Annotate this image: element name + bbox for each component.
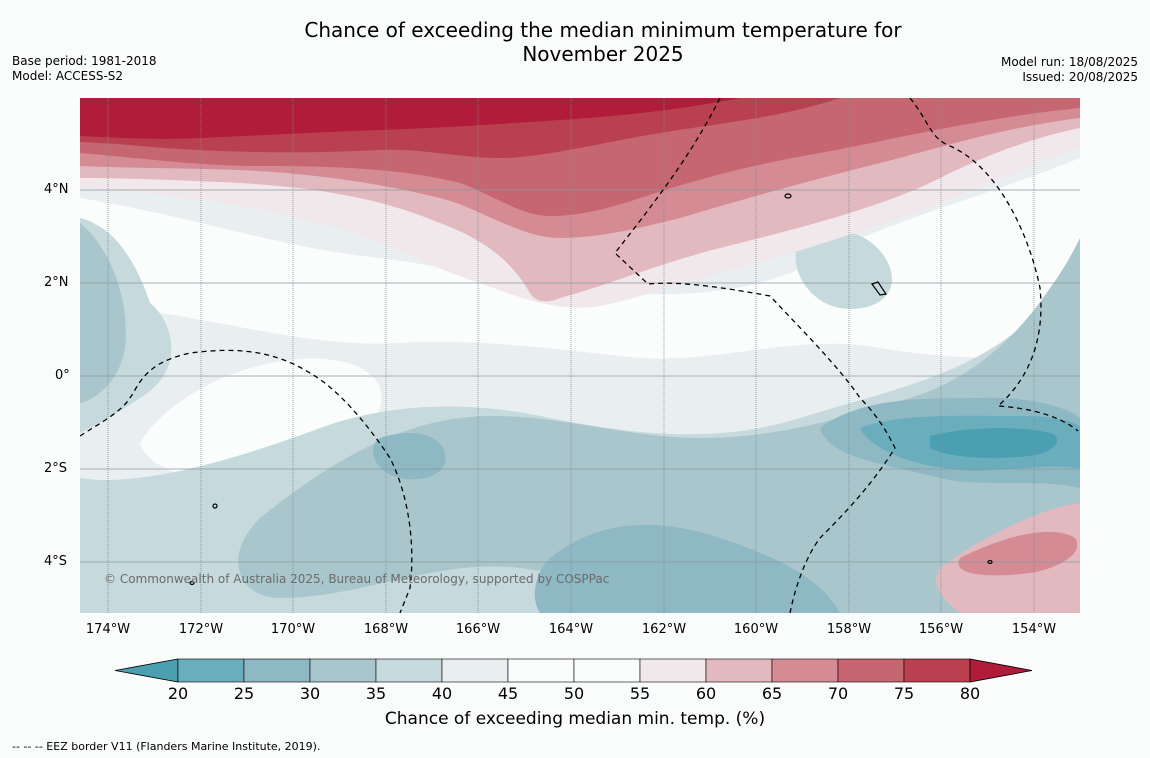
lon-label: 174°W <box>85 622 131 637</box>
model-name: Model: ACCESS-S2 <box>12 69 124 83</box>
colorbar-segment <box>903 658 971 683</box>
shade-25-30-south <box>534 524 840 613</box>
colorbar-label: Chance of exceeding median min. temp. (%… <box>384 709 766 729</box>
shade-65-70-se <box>958 531 1078 576</box>
shade-above-80 <box>80 98 740 139</box>
meta-right: Model run: 18/08/2025 Issued: 20/08/2025 <box>1001 55 1138 85</box>
lon-label: 156°W <box>918 622 964 637</box>
colorbar-tick: 50 <box>563 684 585 703</box>
colorbar-extend-high <box>969 658 1033 683</box>
lon-label: 158°W <box>826 622 872 637</box>
map-title-line-2: November 2025 <box>522 42 684 66</box>
model-run: Model run: 18/08/2025 <box>1000 55 1138 69</box>
lat-label-2n: 2°N <box>44 275 69 290</box>
colorbar <box>114 658 1033 683</box>
colorbar-tick: 75 <box>893 684 915 703</box>
shade-30-35-south <box>238 238 1080 613</box>
lon-label: 154°W <box>1011 622 1057 637</box>
colorbar-tick: 25 <box>233 684 255 703</box>
colorbar-tick: 55 <box>629 684 651 703</box>
lon-label: 170°W <box>270 622 316 637</box>
shade-below-20 <box>930 428 1058 458</box>
colorbar-tick: 20 <box>167 684 189 703</box>
copyright-text: © Commonwealth of Australia 2025, Bureau… <box>104 572 610 586</box>
lat-label-4s: 4°S <box>44 554 68 569</box>
colorbar-tick: 80 <box>959 684 981 703</box>
lon-label: 168°W <box>363 622 409 637</box>
colorbar-segment <box>177 658 245 683</box>
base-period: Base period: 1981-2018 <box>12 54 157 68</box>
shade-25-30 <box>372 433 446 480</box>
lon-label: 162°W <box>641 622 687 637</box>
map-title: Chance of exceeding the median minimum t… <box>250 18 956 66</box>
colorbar-segment <box>309 658 377 683</box>
colorbar-extend-low <box>114 658 179 683</box>
lat-label-4n: 4°N <box>44 182 69 197</box>
eez-borders <box>80 98 1079 613</box>
meta-left: Base period: 1981-2018 Model: ACCESS-S2 <box>12 54 157 84</box>
lon-label: 172°W <box>178 622 224 637</box>
colorbar-segment <box>705 658 773 683</box>
colorbar-segment <box>243 658 311 683</box>
colorbar-segment <box>573 658 641 683</box>
issued-date: Issued: 20/08/2025 <box>1022 70 1138 84</box>
colorbar-tick: 60 <box>695 684 717 703</box>
parallel-lines <box>80 189 1080 563</box>
eez-footnote: -- -- -- EEZ border V11 (Flanders Marine… <box>12 740 321 753</box>
lat-label-0: 0° <box>55 368 70 383</box>
colorbar-tick: 30 <box>299 684 321 703</box>
lat-label-2s: 2°S <box>44 461 68 476</box>
colorbar-tick: 45 <box>497 684 519 703</box>
colorbar-tick: 35 <box>365 684 387 703</box>
shade-30-35 <box>80 223 126 403</box>
colorbar-tick: 65 <box>761 684 783 703</box>
islands <box>189 193 993 586</box>
colorbar-segment <box>507 658 575 683</box>
lon-label: 164°W <box>548 622 594 637</box>
shade-45-55-north <box>80 158 1080 359</box>
colorbar-segment <box>771 658 839 683</box>
colorbar-tick: 40 <box>431 684 453 703</box>
colorbar-segment <box>837 658 905 683</box>
colorbar-segment <box>639 658 707 683</box>
lon-label: 166°W <box>455 622 501 637</box>
colorbar-tick: 70 <box>827 684 849 703</box>
lon-label: 160°W <box>733 622 779 637</box>
colorbar-segment <box>375 658 443 683</box>
shade-35-40-ne <box>795 229 892 309</box>
map-area[interactable] <box>80 98 1080 613</box>
colorbar-segment <box>441 658 509 683</box>
map-title-line-1: Chance of exceeding the median minimum t… <box>304 18 902 42</box>
